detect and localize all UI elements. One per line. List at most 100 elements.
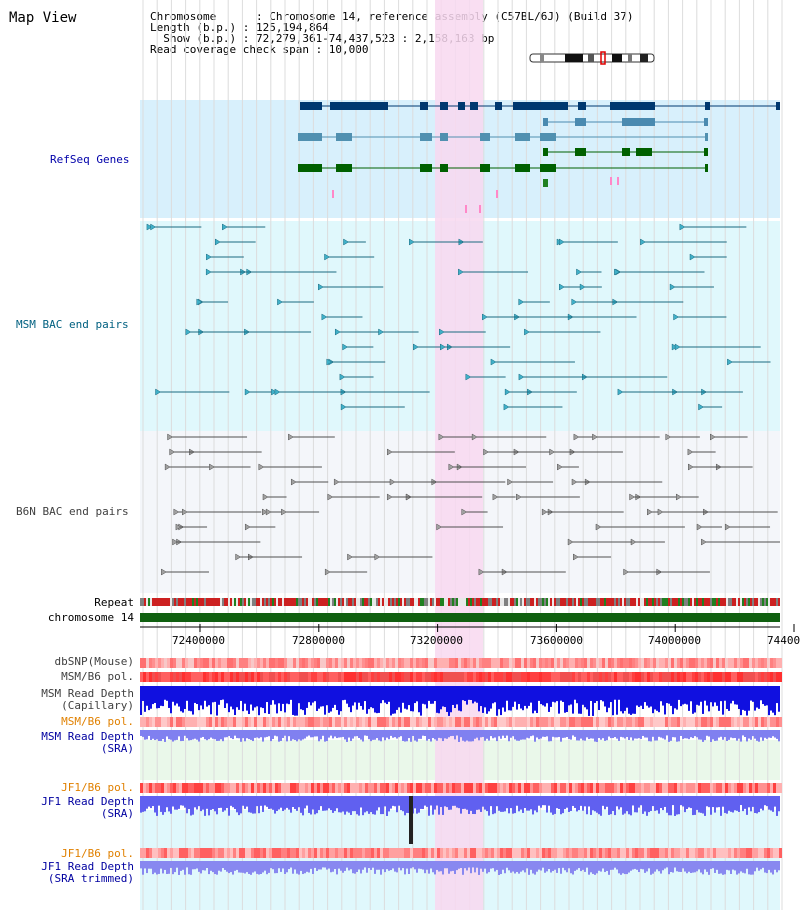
heat-cell xyxy=(305,848,308,858)
heat-cell xyxy=(488,848,491,858)
depth-bar xyxy=(436,861,438,870)
heat-cell xyxy=(230,848,233,858)
bac-end-marker xyxy=(724,523,731,531)
heat-cell xyxy=(638,848,641,858)
depth-bar xyxy=(330,730,332,736)
repeat-mark xyxy=(640,598,642,606)
repeat-mark xyxy=(456,598,458,606)
heat-cell xyxy=(710,658,713,668)
repeat-mark xyxy=(216,598,218,606)
depth-bar xyxy=(566,686,568,713)
heat-cell xyxy=(461,783,464,793)
repeat-mark xyxy=(372,598,374,606)
heat-cell xyxy=(731,848,734,858)
jf1-b6-pol-trimmed-label[interactable]: JF1/B6 pol. xyxy=(61,847,134,860)
depth-bar xyxy=(548,686,550,712)
repeat-mark xyxy=(692,598,694,606)
heat-cell xyxy=(347,783,350,793)
depth-bar xyxy=(522,730,524,740)
repeat-mark xyxy=(410,598,412,606)
heat-cell xyxy=(575,783,578,793)
bac-end-marker xyxy=(675,493,682,501)
heat-cell xyxy=(218,658,221,668)
depth-bar xyxy=(706,861,708,872)
depth-bar xyxy=(300,861,302,871)
depth-bar xyxy=(622,861,624,874)
bac-end-marker xyxy=(274,388,281,396)
depth-bar xyxy=(740,861,742,872)
msm-read-depth-sra-label[interactable]: MSM Read Depth (SRA) xyxy=(41,730,134,755)
depth-bar xyxy=(260,730,262,738)
heat-cell xyxy=(677,848,680,858)
heat-cell xyxy=(326,658,329,668)
depth-bar xyxy=(258,730,260,739)
depth-bar xyxy=(722,796,724,807)
repeat-mark xyxy=(436,598,438,606)
depth-bar xyxy=(708,861,710,875)
depth-bar xyxy=(546,730,548,737)
heat-cell xyxy=(470,848,473,858)
depth-bar xyxy=(400,796,402,811)
depth-bar xyxy=(464,796,466,809)
msm-b6-pol-label[interactable]: MSM/B6 pol. xyxy=(61,670,134,683)
depth-bar xyxy=(558,730,560,737)
bac-end-marker xyxy=(440,343,446,351)
jf1-read-depth-trimmed-label[interactable]: JF1 Read Depth (SRA trimmed) xyxy=(41,860,134,885)
depth-bar xyxy=(582,861,584,870)
bac-end-marker xyxy=(701,538,707,546)
msm-read-depth-capillary-label[interactable]: MSM Read Depth (Capillary) xyxy=(41,687,134,712)
refseq-genes-label[interactable]: RefSeq Genes xyxy=(50,153,130,166)
heat-cell xyxy=(752,658,755,668)
depth-bar xyxy=(312,686,314,703)
depth-bar xyxy=(760,796,762,809)
b6n-bac-end-pairs-label[interactable]: B6N BAC end pairs xyxy=(16,505,129,518)
heat-cell xyxy=(749,717,752,727)
heat-cell xyxy=(389,717,392,727)
gene-exon xyxy=(543,179,548,187)
heat-cell xyxy=(689,672,692,682)
depth-bar xyxy=(234,686,236,716)
depth-bar xyxy=(256,796,258,807)
heat-cell xyxy=(497,672,500,682)
depth-bar xyxy=(432,686,434,704)
depth-bar xyxy=(276,861,278,874)
depth-bar xyxy=(402,686,404,703)
bac-end-marker xyxy=(258,463,265,471)
jf1-read-depth-sra-label[interactable]: JF1 Read Depth (SRA) xyxy=(41,795,134,820)
heat-cell xyxy=(569,672,572,682)
depth-bar xyxy=(208,686,210,706)
jf1-b6-pol-label[interactable]: JF1/B6 pol. xyxy=(61,781,134,794)
heat-cell xyxy=(536,848,539,858)
depth-bar xyxy=(530,686,532,703)
heat-cell xyxy=(350,783,353,793)
heat-cell xyxy=(221,658,224,668)
depth-bar xyxy=(576,730,578,741)
depth-bar xyxy=(304,861,306,874)
bac-end-marker xyxy=(696,523,703,531)
heat-cell xyxy=(446,658,449,668)
repeat-mark xyxy=(606,598,608,606)
depth-bar xyxy=(736,861,738,875)
heat-cell xyxy=(233,783,236,793)
msm-b6-pol-sra-label[interactable]: MSM/B6 pol. xyxy=(61,715,134,728)
dbsnp-label[interactable]: dbSNP(Mouse) xyxy=(54,655,134,668)
depth-bar xyxy=(470,686,472,701)
depth-bar xyxy=(182,686,184,713)
heat-cell xyxy=(143,783,146,793)
heat-cell xyxy=(245,783,248,793)
depth-bar xyxy=(662,861,664,871)
heat-cell xyxy=(260,672,263,682)
heat-cell xyxy=(320,658,323,668)
repeat-mark xyxy=(408,598,410,606)
depth-bar xyxy=(150,730,152,741)
depth-bar xyxy=(596,686,598,702)
heat-cell xyxy=(560,783,563,793)
heat-cell xyxy=(686,783,689,793)
depth-bar xyxy=(158,861,160,874)
gene-exon xyxy=(470,102,478,110)
depth-bar xyxy=(560,796,562,815)
msm-bac-end-pairs-label[interactable]: MSM BAC end pairs xyxy=(16,318,129,331)
heat-cell xyxy=(551,658,554,668)
heat-cell xyxy=(701,658,704,668)
